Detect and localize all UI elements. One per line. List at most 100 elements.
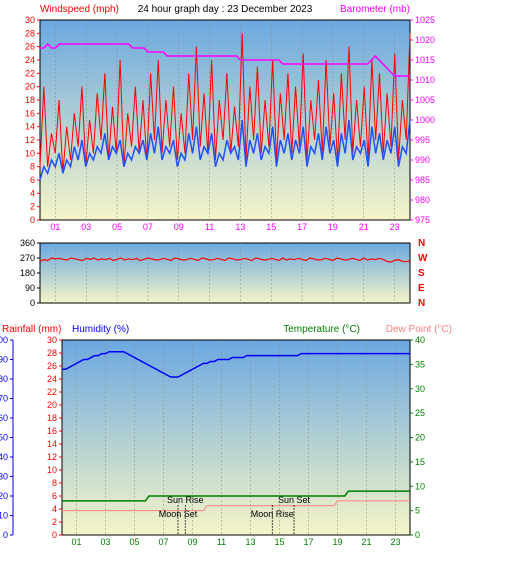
svg-text:12: 12: [25, 135, 35, 145]
svg-text:S: S: [418, 268, 425, 279]
svg-text:16: 16: [25, 108, 35, 118]
svg-text:980: 980: [415, 195, 430, 205]
svg-text:25: 25: [415, 408, 425, 418]
svg-text:07: 07: [143, 222, 153, 232]
svg-text:18: 18: [25, 95, 35, 105]
svg-text:E: E: [418, 283, 425, 294]
svg-text:Moon Rise: Moon Rise: [251, 509, 294, 519]
barometer-label: Barometer (mb): [340, 4, 410, 15]
svg-text:975: 975: [415, 215, 430, 225]
svg-text:8: 8: [30, 162, 35, 172]
svg-text:1000: 1000: [415, 115, 435, 125]
svg-text:03: 03: [100, 537, 110, 547]
svg-text:40: 40: [415, 335, 425, 345]
svg-text:1020: 1020: [415, 35, 435, 45]
svg-text:995: 995: [415, 135, 430, 145]
svg-text:10: 10: [0, 511, 8, 521]
svg-text:10: 10: [47, 465, 57, 475]
svg-text:20: 20: [25, 82, 35, 92]
svg-text:8: 8: [52, 478, 57, 488]
svg-text:0: 0: [30, 298, 35, 308]
svg-text:21: 21: [359, 222, 369, 232]
svg-text:80: 80: [0, 374, 8, 384]
svg-text:28: 28: [25, 28, 35, 38]
svg-text:40: 40: [0, 452, 8, 462]
svg-text:16: 16: [47, 426, 57, 436]
svg-text:270: 270: [20, 253, 35, 263]
svg-text:60: 60: [0, 413, 8, 423]
svg-text:2: 2: [52, 517, 57, 527]
svg-text:21: 21: [361, 537, 371, 547]
svg-text:0: 0: [30, 215, 35, 225]
svg-text:360: 360: [20, 238, 35, 248]
svg-text:1015: 1015: [415, 55, 435, 65]
svg-text:50: 50: [0, 433, 8, 443]
svg-text:23: 23: [390, 537, 400, 547]
svg-text:1005: 1005: [415, 95, 435, 105]
svg-text:05: 05: [112, 222, 122, 232]
svg-text:10: 10: [415, 481, 425, 491]
svg-text:24: 24: [47, 374, 57, 384]
svg-text:22: 22: [47, 387, 57, 397]
svg-text:17: 17: [297, 222, 307, 232]
svg-text:19: 19: [332, 537, 342, 547]
windspeed-label: Windspeed (mph): [40, 4, 119, 15]
svg-text:01: 01: [71, 537, 81, 547]
svg-text:15: 15: [415, 457, 425, 467]
svg-text:5: 5: [415, 506, 420, 516]
svg-text:20: 20: [0, 491, 8, 501]
svg-text:35: 35: [415, 359, 425, 369]
svg-text:Moon Set: Moon Set: [159, 509, 198, 519]
svg-text:985: 985: [415, 175, 430, 185]
svg-text:11: 11: [205, 222, 214, 232]
svg-text:30: 30: [25, 15, 35, 25]
svg-text:14: 14: [47, 439, 57, 449]
svg-text:20: 20: [47, 400, 57, 410]
svg-text:26: 26: [47, 361, 57, 371]
svg-text:Sun Set: Sun Set: [278, 495, 311, 505]
svg-text:07: 07: [158, 537, 168, 547]
svg-text:990: 990: [415, 155, 430, 165]
svg-text:15: 15: [274, 537, 284, 547]
svg-text:0: 0: [415, 530, 420, 540]
svg-text:1010: 1010: [415, 75, 435, 85]
chart3-label-3: Dew Point (°C): [386, 324, 452, 335]
svg-text:14: 14: [25, 122, 35, 132]
svg-text:2: 2: [30, 202, 35, 212]
svg-text:11: 11: [217, 537, 226, 547]
svg-text:26: 26: [25, 42, 35, 52]
svg-text:1025: 1025: [415, 15, 435, 25]
svg-text:30: 30: [47, 335, 57, 345]
svg-text:90: 90: [25, 283, 35, 293]
chart3-label-0: Rainfall (mm): [2, 324, 61, 335]
svg-text:15: 15: [266, 222, 276, 232]
svg-text:30: 30: [0, 472, 8, 482]
svg-text:10: 10: [25, 148, 35, 158]
chart-title: 24 hour graph day : 23 December 2023: [138, 4, 313, 15]
svg-text:N: N: [418, 298, 425, 309]
svg-text:09: 09: [174, 222, 184, 232]
svg-text:6: 6: [52, 491, 57, 501]
svg-text:4: 4: [30, 188, 35, 198]
svg-text:12: 12: [47, 452, 57, 462]
svg-text:22: 22: [25, 68, 35, 78]
svg-text:09: 09: [187, 537, 197, 547]
svg-text:13: 13: [235, 222, 245, 232]
svg-text:90: 90: [0, 355, 8, 365]
chart3-label-2: Temperature (°C): [283, 324, 360, 335]
svg-text:03: 03: [81, 222, 91, 232]
svg-text:N: N: [418, 238, 425, 249]
svg-text:01: 01: [50, 222, 60, 232]
svg-text:05: 05: [129, 537, 139, 547]
svg-text:23: 23: [390, 222, 400, 232]
svg-text:6: 6: [30, 175, 35, 185]
svg-text:70: 70: [0, 394, 8, 404]
svg-text:20: 20: [415, 433, 425, 443]
svg-text:180: 180: [20, 268, 35, 278]
svg-text:Sun Rise: Sun Rise: [167, 495, 204, 505]
svg-text:0: 0: [52, 530, 57, 540]
svg-text:28: 28: [47, 348, 57, 358]
chart3-label-1: Humidity (%): [72, 324, 129, 335]
svg-text:17: 17: [303, 537, 313, 547]
svg-text:24: 24: [25, 55, 35, 65]
